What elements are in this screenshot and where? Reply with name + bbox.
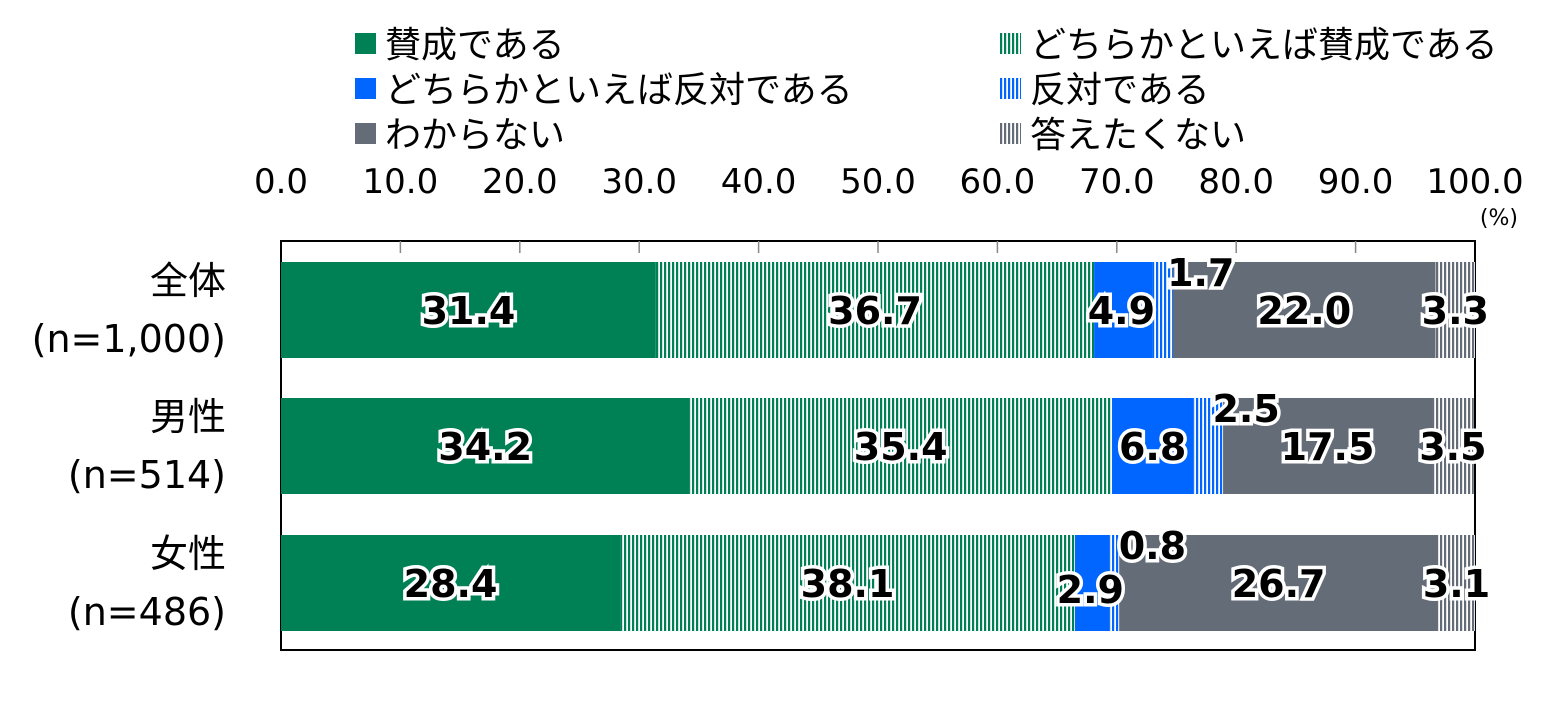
legend-swatch	[355, 78, 376, 99]
data-label: 34.2	[438, 425, 532, 469]
category-label: 女性	[150, 532, 226, 576]
unit-label: (%)	[1480, 206, 1518, 231]
bar-segment	[1109, 535, 1120, 631]
data-label: 17.5	[1281, 425, 1375, 469]
plot-area	[280, 240, 1476, 651]
x-tick-label: 50.0	[840, 162, 916, 202]
bar-segment	[281, 398, 690, 494]
legend-swatch	[355, 33, 376, 54]
data-label: 36.7	[828, 289, 922, 333]
x-tick-label: 100.0	[1426, 162, 1523, 202]
category-n-label: (n=514)	[68, 453, 226, 497]
legend-swatch	[1000, 33, 1021, 54]
category-n-label: (n=486)	[68, 590, 226, 634]
data-label: 28.4	[404, 562, 498, 606]
data-labels: 31.4 36.7 4.9 1.7 22.0 3.3 34.2 35.4 6.8 2.517.5 3…	[400, 248, 1493, 616]
x-tick-label: 0.0	[254, 162, 308, 202]
data-label: 2.9	[1057, 568, 1124, 612]
x-tick-label: 20.0	[482, 162, 558, 202]
data-label: 31.4	[422, 289, 516, 333]
x-tick-label: 60.0	[960, 162, 1036, 202]
bar-segment	[655, 262, 1095, 358]
x-tick-label: 30.0	[601, 162, 677, 202]
x-axis: 0.0 10.0 20.0 30.0 40.0 50.0 60.0 70.0 80.0 90.0 1…	[254, 162, 1524, 202]
legend-entry: 答えたくない	[1030, 115, 1246, 156]
legend-swatch	[355, 123, 376, 144]
bar-segment	[1112, 398, 1194, 494]
data-label: 35.4	[854, 425, 948, 469]
x-tick-label: 40.0	[721, 162, 797, 202]
bar-segment	[1193, 398, 1224, 494]
data-label: 1.7	[1167, 251, 1234, 295]
data-label: 4.9	[1088, 289, 1155, 333]
legend-swatch	[1000, 78, 1021, 99]
data-label: 26.7	[1232, 562, 1326, 606]
legend-swatch	[1000, 123, 1021, 144]
legend-entry: わからない	[385, 115, 565, 156]
bar-segment	[1094, 262, 1153, 358]
legend-entry: 賛成である	[385, 25, 565, 66]
bar-segment	[1152, 262, 1173, 358]
bar-segment	[281, 262, 656, 358]
data-label: 0.8	[1119, 524, 1186, 568]
bar-segment	[1075, 535, 1110, 631]
legend-entry: どちらかといえば賛成である	[1030, 25, 1498, 66]
x-tick-label: 10.0	[363, 162, 439, 202]
category-label: 全体	[150, 259, 226, 303]
x-tick-label: 90.0	[1318, 162, 1394, 202]
data-label: 3.1	[1423, 562, 1490, 606]
bar-segment	[1437, 535, 1475, 631]
data-label: 3.3	[1422, 289, 1489, 333]
legend-entry: どちらかといえば反対である	[385, 70, 853, 111]
x-tick-label: 70.0	[1079, 162, 1155, 202]
data-label: 2.5	[1212, 387, 1279, 431]
bar-segment	[1119, 535, 1438, 631]
data-label: 6.8	[1119, 425, 1186, 469]
bar-segment	[1432, 398, 1474, 494]
bar-segment	[281, 535, 621, 631]
bar-segment	[1172, 262, 1436, 358]
legend-entry: 反対である	[1030, 70, 1210, 111]
x-tick-label: 80.0	[1198, 162, 1274, 202]
category-n-label: (n=1,000)	[32, 317, 226, 361]
data-label: 3.5	[1419, 425, 1486, 469]
bar-segment	[1223, 398, 1433, 494]
category-labels: 全体 (n=1,000) 男性 (n=514) 女性 (n=486)	[32, 259, 226, 634]
category-label: 男性	[150, 395, 226, 439]
bar-segment	[689, 398, 1113, 494]
data-label: 38.1	[801, 562, 895, 606]
bar-segment	[620, 535, 1076, 631]
data-label: 22.0	[1257, 289, 1351, 333]
bar-segment	[1435, 262, 1475, 358]
